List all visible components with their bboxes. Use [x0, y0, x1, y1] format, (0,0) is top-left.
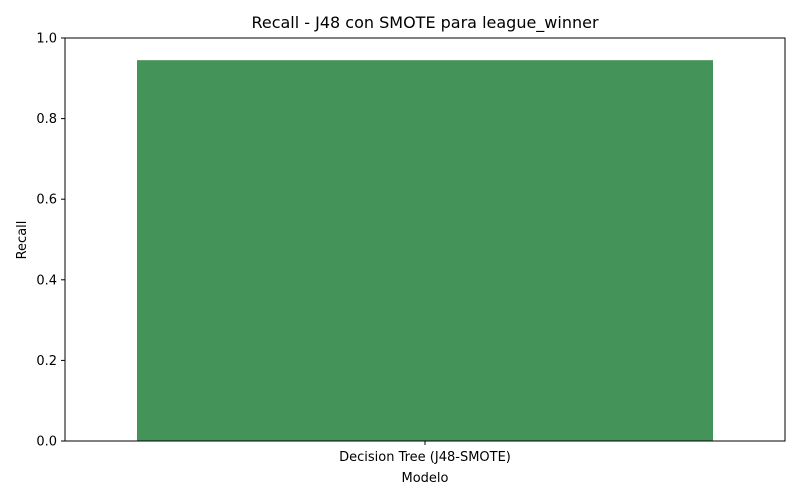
plot-frame	[64, 37, 786, 442]
y-tick-label: 0.0	[36, 435, 57, 450]
y-tick-label: 0.8	[36, 112, 57, 127]
x-axis: Decision Tree (J48-SMOTE)	[339, 441, 511, 465]
y-tick-label: 0.4	[36, 273, 57, 288]
bars-group	[137, 60, 713, 441]
y-axis-label: Recall	[15, 221, 30, 260]
y-tick-label: 0.2	[36, 354, 57, 369]
y-tick-label: 1.0	[36, 32, 57, 47]
y-tick-label: 0.6	[36, 193, 57, 208]
bar	[137, 60, 713, 441]
x-tick-label: Decision Tree (J48-SMOTE)	[339, 450, 511, 465]
chart-title: Recall - J48 con SMOTE para league_winne…	[251, 13, 599, 33]
x-axis-label: Modelo	[402, 471, 449, 486]
y-axis: 0.0 0.2 0.4 0.6 0.8 1.0	[36, 32, 65, 450]
